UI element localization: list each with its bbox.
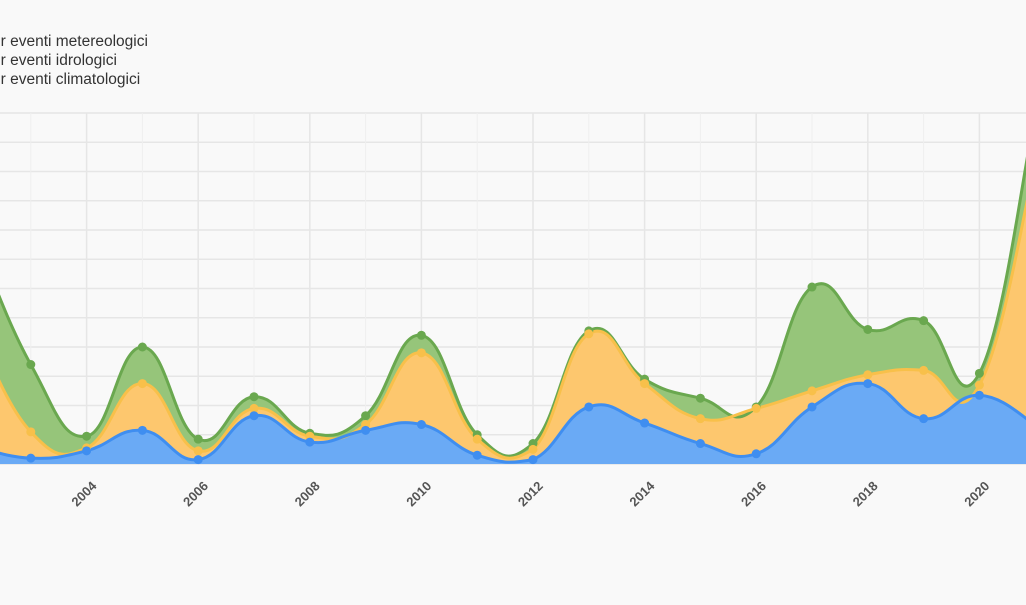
data-point[interactable] [528,444,538,454]
data-point[interactable] [249,411,259,421]
data-point[interactable] [863,379,873,389]
data-point[interactable] [361,411,371,421]
data-point[interactable] [26,427,36,437]
data-point[interactable] [751,449,761,459]
data-point[interactable] [640,418,650,428]
data-point[interactable] [26,360,36,370]
legend: er eventi metereologici er eventi idrolo… [0,32,148,89]
data-point[interactable] [82,431,92,441]
data-point[interactable] [137,425,147,435]
legend-item-climatologici[interactable]: er eventi climatologici [0,70,148,89]
data-point[interactable] [137,342,147,352]
x-tick-label: 2018 [850,478,881,509]
data-point[interactable] [472,434,482,444]
x-tick-label: 2016 [738,478,769,509]
legend-item-idrologici[interactable]: er eventi idrologici [0,51,148,70]
data-point[interactable] [26,453,36,463]
data-point[interactable] [305,437,315,447]
legend-item-metereologici[interactable]: er eventi metereologici [0,32,148,51]
data-point[interactable] [584,402,594,412]
data-point[interactable] [807,386,817,396]
data-point[interactable] [863,324,873,334]
data-point[interactable] [974,380,984,390]
data-point[interactable] [695,393,705,403]
x-tick-label: 2010 [403,478,434,509]
x-tick-label: 2006 [180,478,211,509]
legend-label: er eventi metereologici [0,33,148,50]
data-point[interactable] [640,379,650,389]
x-tick-label: 2020 [961,478,992,509]
data-point[interactable] [193,434,203,444]
data-point[interactable] [416,420,426,430]
x-tick-label: 2012 [515,478,546,509]
data-point[interactable] [82,446,92,456]
data-point[interactable] [863,370,873,380]
data-point[interactable] [584,329,594,339]
data-point[interactable] [919,414,929,424]
data-point[interactable] [751,403,761,413]
data-point[interactable] [249,403,259,413]
data-point[interactable] [472,450,482,460]
legend-label: er eventi idrologici [0,52,117,69]
data-point[interactable] [249,392,259,402]
data-point[interactable] [807,402,817,412]
data-point[interactable] [974,390,984,400]
data-point[interactable] [974,368,984,378]
data-point[interactable] [919,365,929,375]
data-point[interactable] [193,446,203,456]
x-tick-label: 2014 [626,478,658,510]
area-0 [0,383,1026,464]
data-point[interactable] [807,282,817,292]
data-point[interactable] [361,425,371,435]
x-tick-label: 2008 [292,478,323,509]
data-points [26,282,984,465]
x-axis-ticks: 2004 2006 2008 2010 2012 2014 2016 2018 2020 [68,478,992,510]
data-point[interactable] [695,414,705,424]
data-point[interactable] [416,330,426,340]
data-point[interactable] [416,348,426,358]
data-point[interactable] [919,316,929,326]
x-tick-label: 2004 [68,478,100,510]
data-point[interactable] [137,379,147,389]
data-point[interactable] [528,455,538,465]
legend-label: er eventi climatologici [0,71,141,88]
data-point[interactable] [193,455,203,465]
data-point[interactable] [695,439,705,449]
